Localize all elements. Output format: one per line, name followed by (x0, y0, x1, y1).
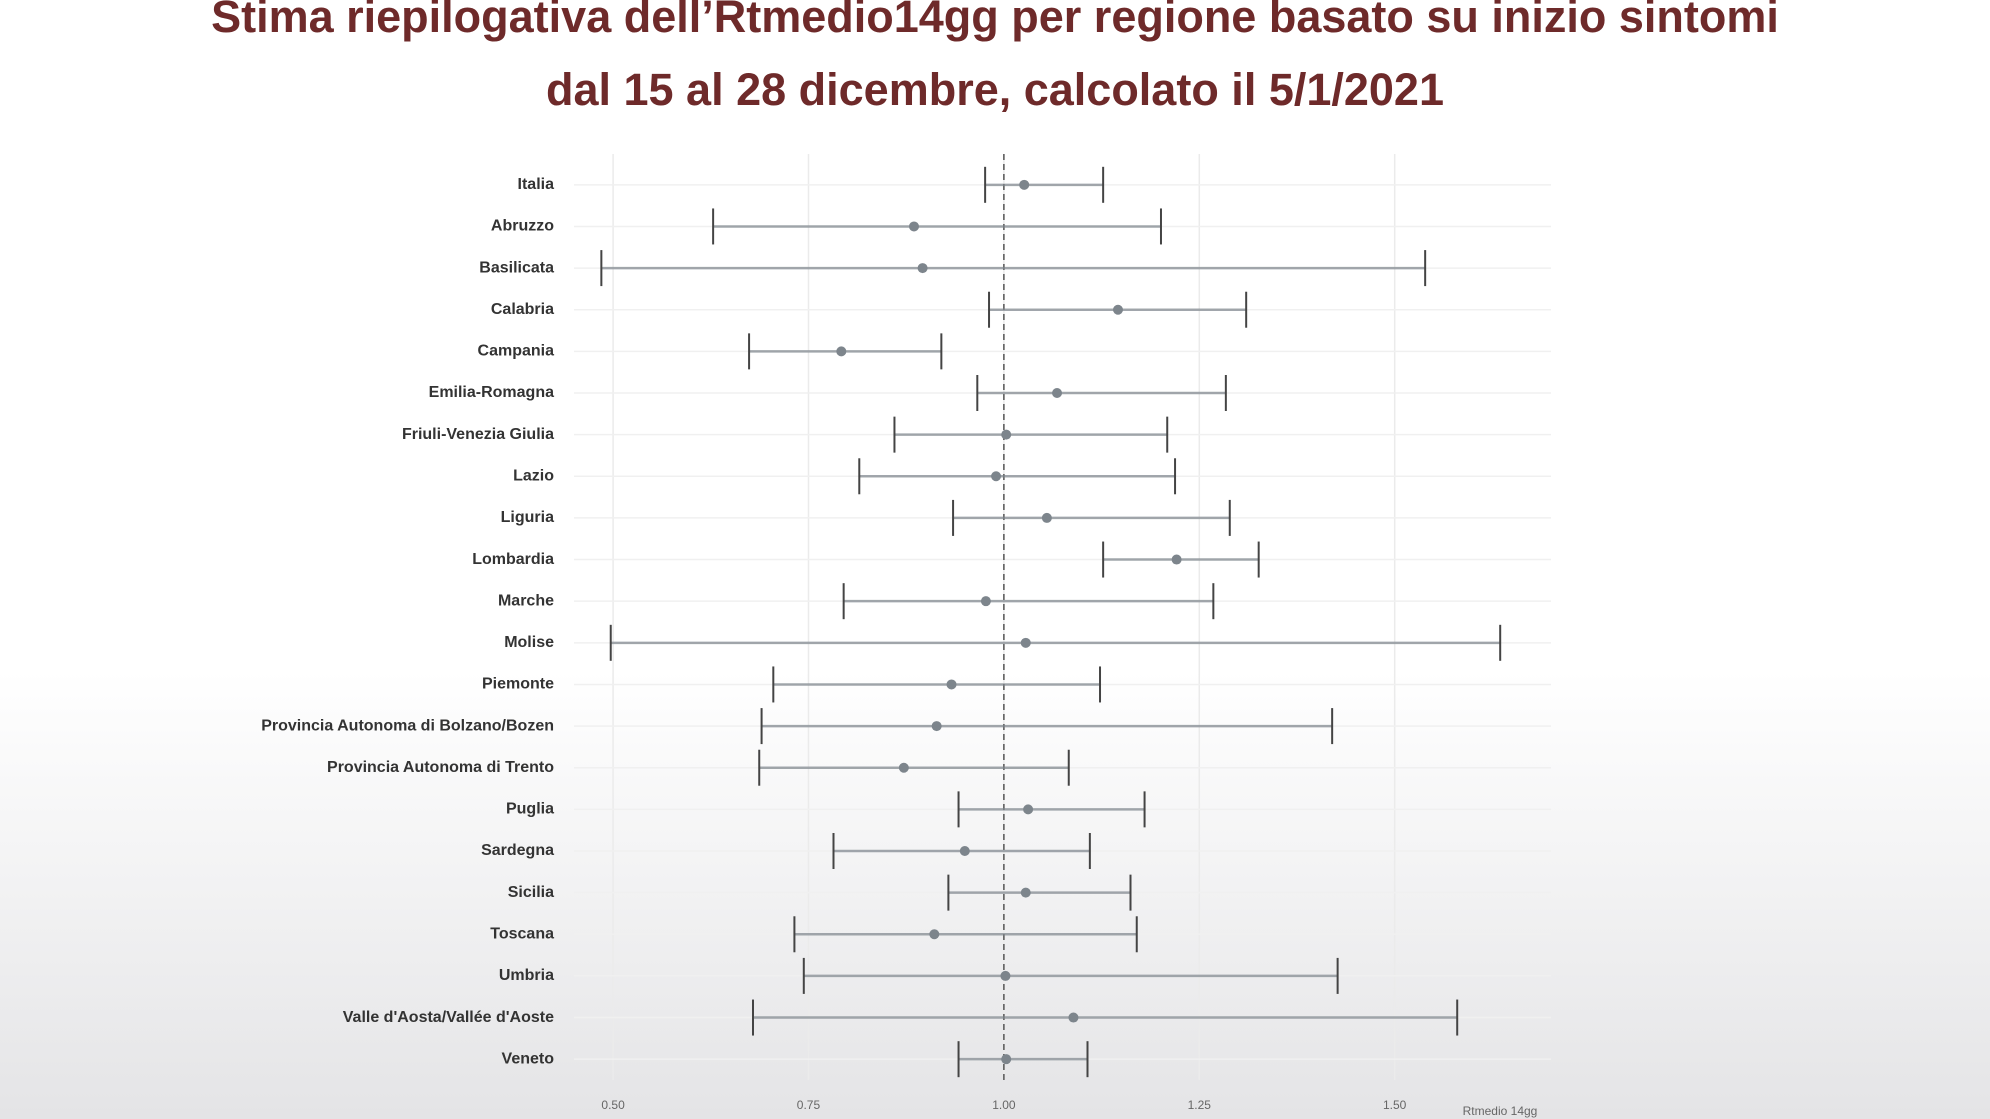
x-tick-label: 1.00 (992, 1098, 1016, 1112)
point-estimate (1020, 887, 1031, 898)
y-tick-label: Sardegna (481, 842, 554, 859)
y-tick-label: Puglia (506, 801, 554, 818)
y-tick-label: Provincia Autonoma di Bolzano/Bozen (261, 717, 554, 734)
y-tick-label: Sicilia (508, 884, 554, 901)
y-tick-label: Abruzzo (491, 218, 554, 235)
y-tick-label: Liguria (501, 509, 554, 526)
x-tick-label: 1.50 (1383, 1098, 1407, 1112)
y-tick-label: Calabria (491, 301, 554, 318)
y-tick-label: Umbria (499, 967, 554, 984)
y-tick-label: Lombardia (472, 551, 554, 568)
point-estimate (1001, 1054, 1012, 1065)
y-tick-label: Toscana (490, 925, 554, 942)
point-estimate (991, 471, 1002, 482)
point-estimate (1020, 637, 1031, 648)
chart-title: Stima riepilogativa dell’Rtmedio14gg per… (211, 0, 1779, 42)
point-estimate (836, 346, 847, 357)
point-estimate (917, 263, 928, 274)
y-tick-label: Molise (504, 634, 554, 651)
y-tick-label: Basilicata (479, 259, 554, 276)
point-estimate (1171, 554, 1182, 565)
x-tick-label: 0.75 (797, 1098, 821, 1112)
x-tick-label: 1.25 (1188, 1098, 1212, 1112)
y-tick-label: Provincia Autonoma di Trento (327, 759, 554, 776)
point-estimate (1041, 512, 1052, 523)
point-estimate (929, 929, 940, 940)
point-estimate (1112, 304, 1123, 315)
point-estimate (1019, 179, 1030, 190)
point-estimate (1023, 804, 1034, 815)
chart-subtitle: dal 15 al 28 dicembre, calcolato il 5/1/… (546, 64, 1444, 115)
point-estimate (980, 596, 991, 607)
point-estimate (959, 846, 970, 856)
y-tick-label: Piemonte (482, 676, 554, 693)
y-tick-label: Italia (518, 176, 555, 193)
point-estimate (1000, 970, 1011, 981)
x-tick-label: 0.50 (601, 1098, 625, 1112)
point-estimate (908, 221, 919, 232)
point-estimate (931, 721, 942, 732)
point-estimate (898, 762, 909, 773)
y-tick-label: Lazio (513, 467, 554, 484)
y-tick-label: Emilia-Romagna (429, 384, 554, 401)
y-tick-label: Friuli-Venezia Giulia (402, 426, 554, 443)
y-tick-label: Valle d'Aosta/Vallée d'Aoste (343, 1009, 554, 1026)
x-axis-label: Rtmedio 14gg (1463, 1104, 1538, 1118)
point-estimate (1068, 1012, 1079, 1023)
point-estimate (1001, 429, 1012, 440)
point-estimate (1052, 388, 1063, 398)
y-tick-label: Marche (498, 592, 554, 609)
y-tick-label: Veneto (502, 1050, 555, 1067)
y-tick-label: Campania (478, 343, 555, 360)
point-estimate (946, 679, 957, 690)
